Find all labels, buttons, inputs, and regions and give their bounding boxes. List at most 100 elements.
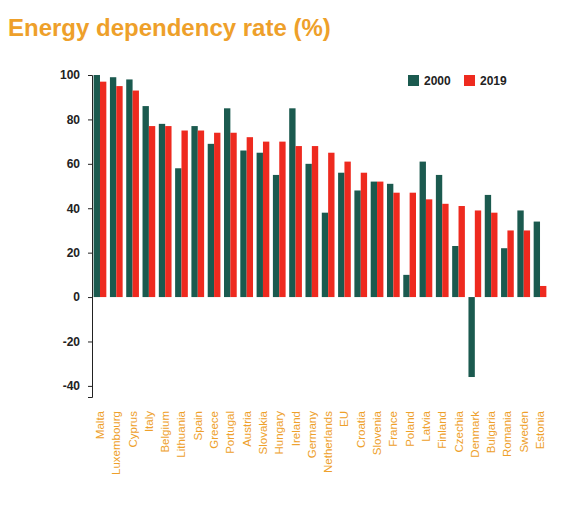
tick: 0 <box>73 290 92 304</box>
category-label: Finland <box>436 411 448 449</box>
tick-mark <box>88 253 92 254</box>
bar <box>322 213 328 297</box>
bar <box>296 146 302 297</box>
tick: 40 <box>67 202 92 216</box>
category-label: Romania <box>501 410 513 457</box>
bar <box>165 126 171 297</box>
title: Energy dependency rate (%) <box>8 14 331 41</box>
bar <box>230 133 236 297</box>
category-label: Malta <box>94 410 106 439</box>
bar <box>501 248 507 297</box>
tick-mark <box>88 119 92 120</box>
tick-label: 20 <box>67 246 81 260</box>
category-label: France <box>387 411 399 447</box>
bar <box>338 173 344 297</box>
tick-label: 40 <box>67 202 81 216</box>
tick-label: 0 <box>73 290 80 304</box>
bar <box>159 124 165 297</box>
tick: 80 <box>67 113 92 127</box>
bar <box>175 168 181 297</box>
category-label: Spain <box>192 411 204 440</box>
bar <box>289 108 295 297</box>
tick-mark <box>88 386 92 387</box>
bars <box>94 75 547 377</box>
bar <box>214 133 220 297</box>
bar <box>247 137 253 297</box>
bar <box>133 91 139 298</box>
legend-swatch <box>464 75 475 86</box>
tick-mark <box>88 75 92 76</box>
y-axis: -40 -20 0 20 40 60 80 100 <box>60 68 93 397</box>
bar <box>452 246 458 297</box>
tick-label: 80 <box>67 113 81 127</box>
tick-label: -40 <box>63 379 81 393</box>
x-labels: MaltaLuxembourgCyprusItalyBelgiumLithuan… <box>94 410 546 475</box>
bar <box>279 142 285 297</box>
category-label: Estonia <box>534 410 546 449</box>
bar <box>361 173 367 297</box>
series <box>100 82 546 297</box>
bar <box>524 230 530 297</box>
bar <box>459 206 465 297</box>
bar <box>94 75 100 297</box>
bar <box>208 144 214 297</box>
bar <box>540 286 546 297</box>
tick-mark <box>88 164 92 165</box>
bar <box>110 77 116 297</box>
bar <box>468 297 474 377</box>
tick: -40 <box>63 379 92 393</box>
category-label: Greece <box>208 411 220 449</box>
legend: 2000 2019 <box>408 74 507 88</box>
bar <box>224 108 230 297</box>
category-label: Austria <box>241 410 253 446</box>
bar <box>126 79 132 297</box>
category-label: Slovenia <box>371 410 383 455</box>
bar <box>328 153 334 297</box>
category-label: Poland <box>404 411 416 447</box>
bar <box>403 275 409 297</box>
tick-label: 60 <box>67 157 81 171</box>
bar <box>387 184 393 297</box>
tick-label: 100 <box>60 68 80 82</box>
category-label: Denmark <box>469 411 481 458</box>
category-label: Bulgaria <box>485 410 497 453</box>
category-label: Germany <box>306 411 318 459</box>
category-label: Cyprus <box>127 411 139 448</box>
tick-mark <box>88 341 92 342</box>
bar <box>273 175 279 297</box>
category-label: Ireland <box>290 411 302 446</box>
category-label: Czechia <box>453 410 465 452</box>
bar <box>181 131 187 298</box>
category-label: EU <box>338 411 350 427</box>
bar <box>100 82 106 297</box>
legend-item: 2019 <box>464 74 507 88</box>
category-label: Luxembourg <box>110 411 122 475</box>
category-label: Croatia <box>355 410 367 448</box>
category-label: Netherlands <box>322 411 334 473</box>
bar <box>263 142 269 297</box>
bar <box>312 146 318 297</box>
legend-item: 2000 <box>408 74 451 88</box>
axis-line <box>88 76 93 398</box>
tick: 20 <box>67 246 92 260</box>
bar <box>198 131 204 298</box>
bar <box>534 222 540 298</box>
bar <box>491 213 497 297</box>
category-label: Italy <box>143 411 155 432</box>
tick: -20 <box>63 335 92 349</box>
bar <box>436 175 442 297</box>
tick: 60 <box>67 157 92 171</box>
tick-label: -20 <box>63 335 81 349</box>
category-label: Sweden <box>518 411 530 453</box>
bar <box>426 199 432 297</box>
category-label: Slovakia <box>257 410 269 454</box>
legend-label: 2019 <box>480 74 507 88</box>
tick-mark <box>88 208 92 209</box>
legend-label: 2000 <box>424 74 451 88</box>
bar <box>116 86 122 297</box>
tick-mark <box>88 297 92 298</box>
bar <box>371 182 377 297</box>
bar <box>305 164 311 297</box>
bar <box>517 210 523 297</box>
category-label: Portugal <box>224 411 236 454</box>
